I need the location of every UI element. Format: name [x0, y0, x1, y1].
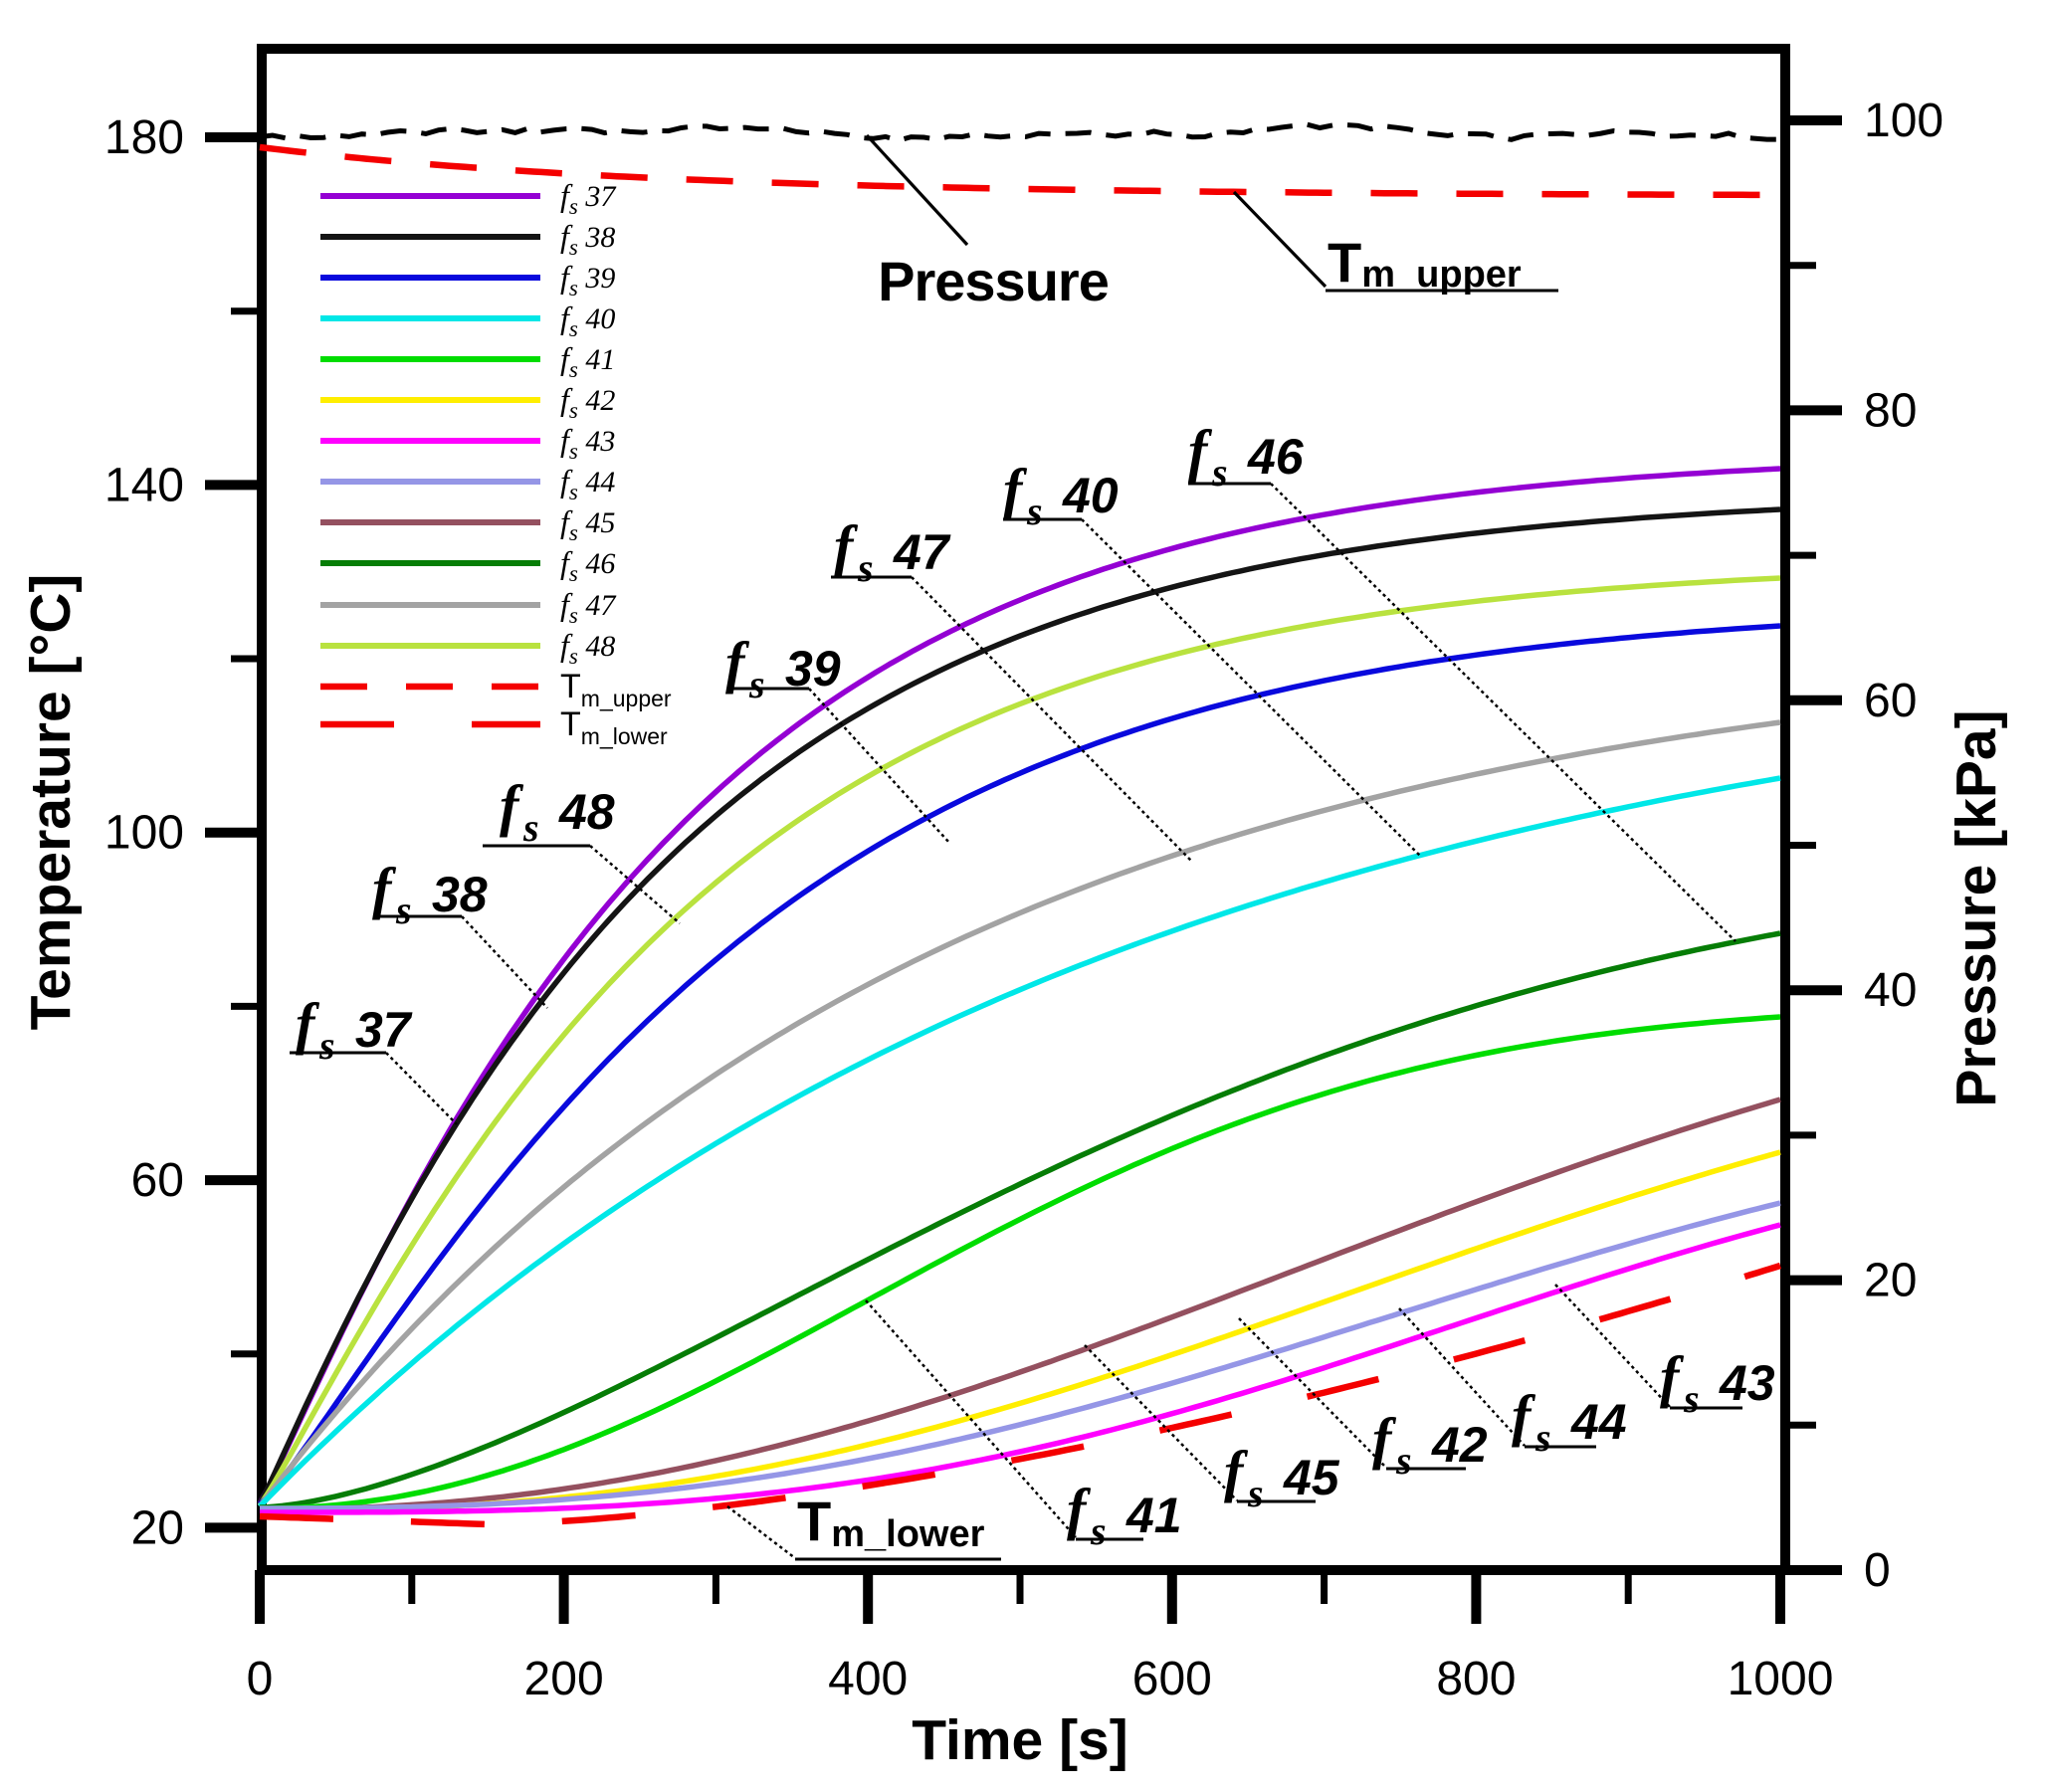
svg-text:Pressure: Pressure [878, 250, 1109, 312]
svg-text:44: 44 [1570, 1394, 1627, 1450]
svg-text:fs 44: fs 44 [560, 463, 615, 504]
svg-text:20: 20 [131, 1501, 184, 1554]
svg-text:s: s [1395, 1438, 1412, 1483]
svg-text:Temperature [°C]: Temperature [°C] [19, 574, 83, 1031]
svg-text:0: 0 [247, 1653, 274, 1705]
svg-text:s: s [748, 662, 765, 706]
svg-text:s: s [1026, 489, 1043, 533]
svg-text:400: 400 [828, 1653, 908, 1705]
svg-text:s: s [318, 1023, 335, 1068]
svg-text:fs 38: fs 38 [560, 218, 615, 260]
svg-text:fs 41: fs 41 [560, 340, 615, 382]
svg-text:fs 45: fs 45 [560, 503, 615, 545]
svg-text:100: 100 [1864, 95, 1943, 147]
svg-text:42: 42 [1431, 1417, 1488, 1473]
svg-text:37: 37 [355, 1002, 413, 1058]
svg-text:100: 100 [104, 807, 184, 860]
svg-text:46: 46 [1247, 429, 1305, 485]
svg-text:800: 800 [1436, 1653, 1516, 1705]
svg-text:600: 600 [1132, 1653, 1212, 1705]
svg-text:fs 40: fs 40 [560, 299, 615, 341]
svg-text:41: 41 [1125, 1488, 1182, 1543]
svg-text:Pressure [kPa]: Pressure [kPa] [1944, 709, 2008, 1106]
svg-text:80: 80 [1864, 384, 1917, 437]
svg-text:40: 40 [1062, 468, 1119, 523]
svg-text:fs 46: fs 46 [560, 544, 615, 586]
svg-text:s: s [522, 805, 539, 850]
svg-text:200: 200 [524, 1653, 604, 1705]
svg-text:60: 60 [1864, 675, 1917, 727]
svg-text:s: s [1211, 450, 1228, 495]
svg-text:fs 39: fs 39 [560, 259, 615, 300]
svg-text:s: s [1534, 1415, 1551, 1460]
svg-text:60: 60 [131, 1154, 184, 1207]
svg-text:Time [s]: Time [s] [912, 1708, 1128, 1772]
svg-text:fs 48: fs 48 [560, 627, 615, 669]
svg-text:fs 37: fs 37 [560, 177, 617, 219]
svg-text:s: s [857, 545, 874, 590]
svg-text:1000: 1000 [1728, 1653, 1834, 1705]
svg-text:s: s [395, 888, 412, 932]
svg-text:47: 47 [893, 524, 951, 580]
svg-text:45: 45 [1283, 1450, 1340, 1505]
svg-text:s: s [1683, 1376, 1700, 1421]
svg-text:48: 48 [558, 784, 615, 840]
svg-text:20: 20 [1864, 1255, 1917, 1307]
svg-text:38: 38 [432, 867, 488, 922]
svg-text:40: 40 [1864, 964, 1917, 1017]
svg-text:fs 42: fs 42 [560, 381, 615, 423]
svg-text:s: s [1090, 1508, 1107, 1553]
svg-text:180: 180 [104, 111, 184, 164]
svg-text:43: 43 [1719, 1355, 1775, 1411]
svg-text:fs 43: fs 43 [560, 422, 615, 464]
svg-text:fs 47: fs 47 [560, 586, 617, 628]
svg-text:s: s [1247, 1471, 1264, 1515]
svg-text:140: 140 [104, 459, 184, 511]
svg-text:0: 0 [1864, 1544, 1891, 1597]
